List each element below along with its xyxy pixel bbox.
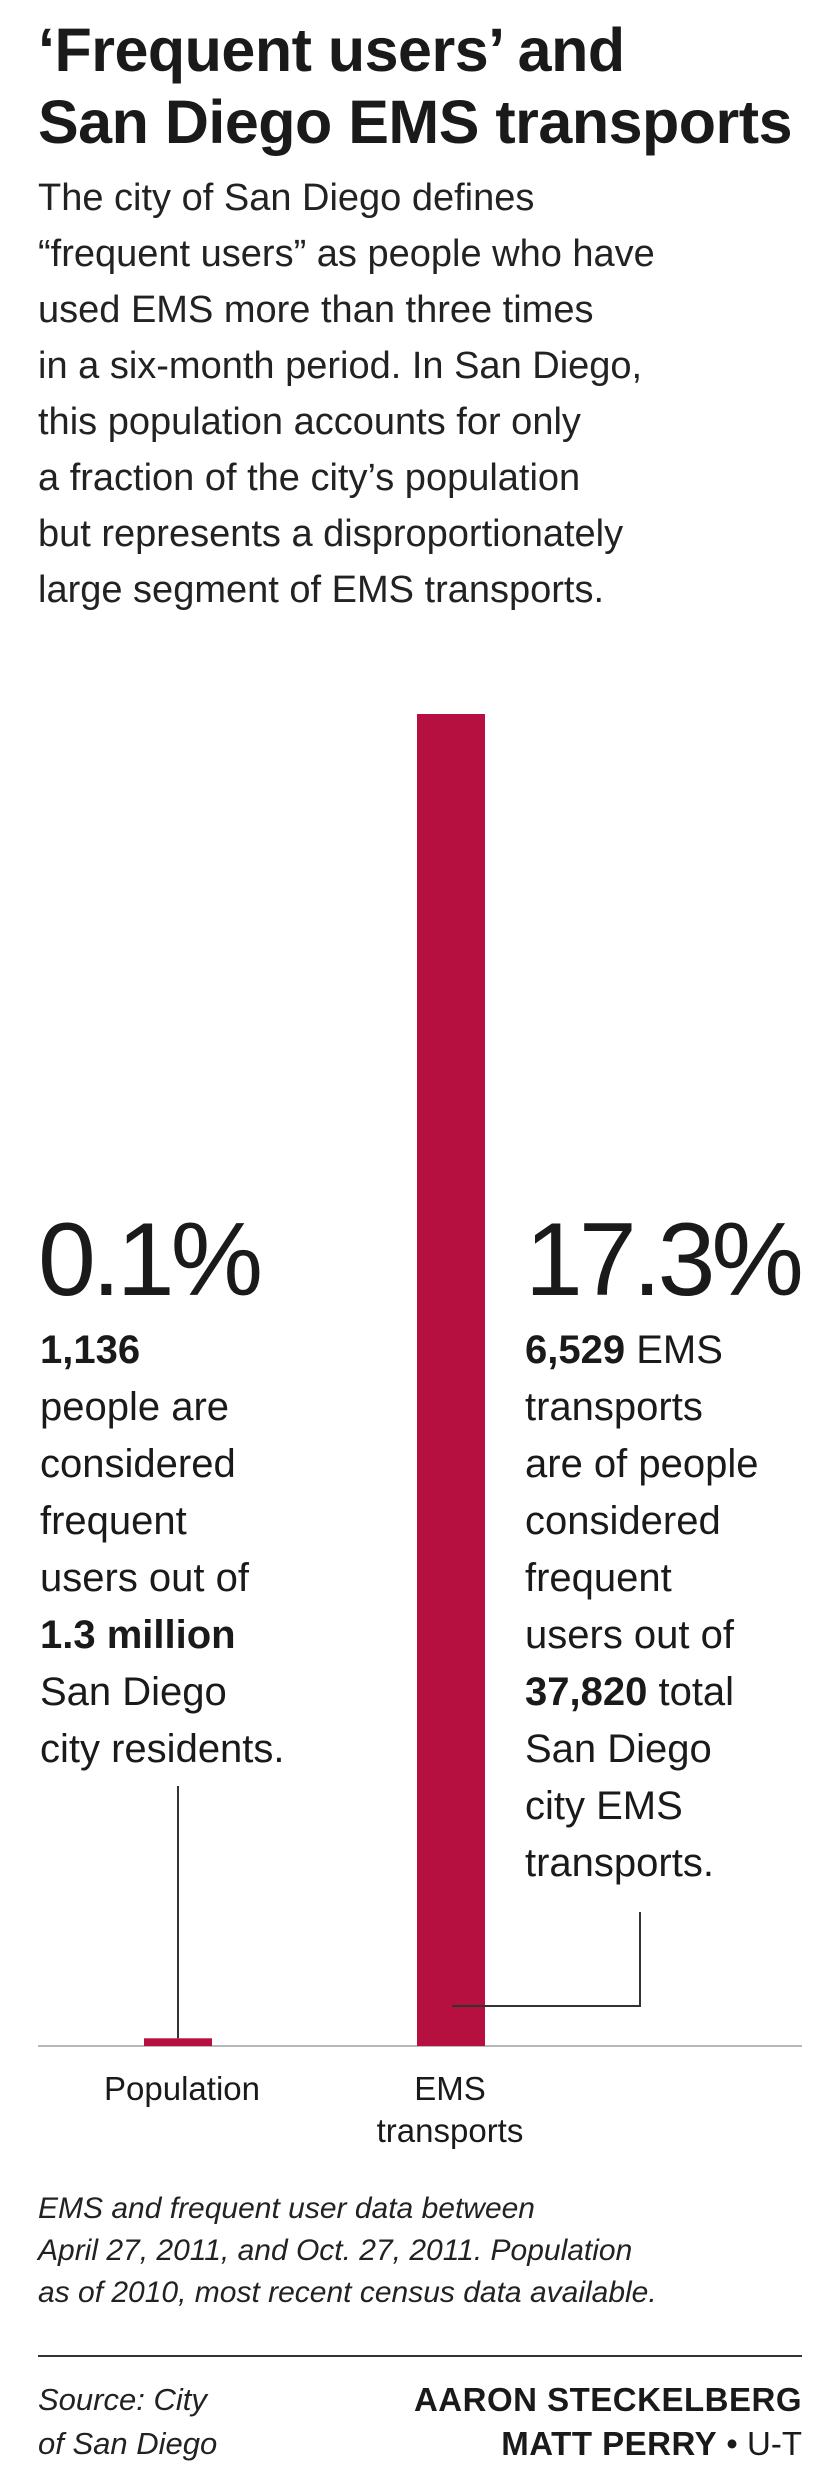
annotation-line: are of people: [525, 1436, 825, 1493]
annotation-line: 6,529 EMS: [525, 1322, 825, 1379]
annotation-text: transports.: [525, 1841, 714, 1885]
annotation-line: users out of: [40, 1550, 340, 1607]
byline-separator: •: [717, 2425, 748, 2462]
annotation-text: considered: [40, 1442, 236, 1486]
annotation-text: city residents.: [40, 1727, 285, 1771]
annotation-line: transports.: [525, 1835, 825, 1892]
annotation-line: considered: [40, 1436, 340, 1493]
annotation-figure: 1.3 million: [40, 1613, 236, 1657]
source-line: Source: City: [38, 2382, 207, 2417]
intro-line: large segment of EMS transports.: [38, 569, 605, 611]
annotation-line: 1.3 million: [40, 1607, 340, 1664]
intro-line: but represents a disproportionately: [38, 513, 624, 555]
x-tick-line: transports: [376, 2112, 524, 2149]
annotation-figure: 37,820: [525, 1670, 648, 1714]
annotation-text: people are: [40, 1385, 230, 1429]
annotation-line: frequent: [40, 1493, 340, 1550]
ems-percent-label: 17.3%: [525, 1202, 804, 1318]
bar-ems-transports: [417, 714, 485, 2046]
intro-line: “frequent users” as people who have: [38, 233, 655, 275]
annotation-line: transports: [525, 1379, 825, 1436]
title-line-1: ‘Frequent users’ and: [38, 16, 625, 84]
annotation-line: 37,820 total: [525, 1664, 825, 1721]
annotation-text: are of people: [525, 1442, 759, 1486]
intro-text: The city of San Diego defines “frequent …: [38, 170, 818, 618]
x-tick-line: Population: [104, 2070, 260, 2107]
annotation-text: frequent: [40, 1499, 187, 1543]
annotation-text: users out of: [525, 1613, 735, 1657]
source-credit: Source: City of San Diego: [38, 2378, 278, 2466]
byline: AARON STECKELBERG MATT PERRY • U-T: [414, 2378, 802, 2466]
footnote-line: April 27, 2011, and Oct. 27, 2011. Popul…: [38, 2234, 633, 2267]
x-tick-label-population: Population: [82, 2068, 282, 2110]
intro-line: The city of San Diego defines: [38, 177, 535, 219]
annotation-line: San Diego: [525, 1721, 825, 1778]
ems-annotation: 6,529 EMS transports are of people consider…: [525, 1322, 825, 1892]
footer-divider: [38, 2355, 802, 2357]
byline-author-1: AARON STECKELBERG: [413, 2381, 802, 2418]
footnote-line: EMS and frequent user data between: [38, 2192, 535, 2225]
annotation-line: users out of: [525, 1607, 825, 1664]
intro-line: in a six-month period. In San Diego,: [38, 345, 643, 387]
annotation-text: San Diego: [525, 1727, 712, 1771]
annotation-line: city EMS: [525, 1778, 825, 1835]
annotation-text: considered: [525, 1499, 721, 1543]
annotation-line: frequent: [525, 1550, 825, 1607]
leader-line-ems: [452, 1912, 641, 2007]
annotation-line: people are: [40, 1379, 340, 1436]
x-tick-line: EMS: [414, 2070, 486, 2107]
byline-author-2: MATT PERRY: [501, 2425, 718, 2462]
intro-line: this population accounts for only: [38, 401, 581, 443]
annotation-text: total: [647, 1670, 735, 1714]
title-line-2: San Diego EMS transports: [38, 88, 793, 156]
annotation-line: city residents.: [40, 1721, 340, 1778]
annotation-figure: 6,529: [525, 1328, 626, 1372]
byline-organization: U-T: [747, 2425, 802, 2462]
footnote: EMS and frequent user data between April…: [38, 2188, 778, 2314]
annotation-line: San Diego: [40, 1664, 340, 1721]
annotation-text: users out of: [40, 1556, 250, 1600]
intro-line: a fraction of the city’s population: [38, 457, 581, 499]
intro-line: used EMS more than three times: [38, 289, 594, 331]
source-line: of San Diego: [38, 2426, 218, 2461]
annotation-line: 1,136: [40, 1322, 340, 1379]
annotation-text: transports: [525, 1385, 703, 1429]
annotation-text: EMS: [625, 1328, 723, 1372]
chart-title: ‘Frequent users’ and San Diego EMS trans…: [38, 14, 818, 158]
x-tick-label-ems: EMS transports: [360, 2068, 540, 2152]
population-percent-label: 0.1%: [38, 1202, 263, 1318]
annotation-text: city EMS: [525, 1784, 683, 1828]
population-annotation: 1,136 people are considered frequent users o…: [40, 1322, 340, 1778]
annotation-text: frequent: [525, 1556, 672, 1600]
annotation-figure: 1,136: [40, 1328, 141, 1372]
bar-population: [144, 2038, 212, 2046]
footnote-line: as of 2010, most recent census data avai…: [38, 2276, 657, 2309]
annotation-text: San Diego: [40, 1670, 227, 1714]
annotation-line: considered: [525, 1493, 825, 1550]
